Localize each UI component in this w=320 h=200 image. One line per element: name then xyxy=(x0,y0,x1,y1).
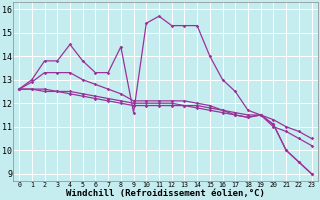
X-axis label: Windchill (Refroidissement éolien,°C): Windchill (Refroidissement éolien,°C) xyxy=(66,189,265,198)
